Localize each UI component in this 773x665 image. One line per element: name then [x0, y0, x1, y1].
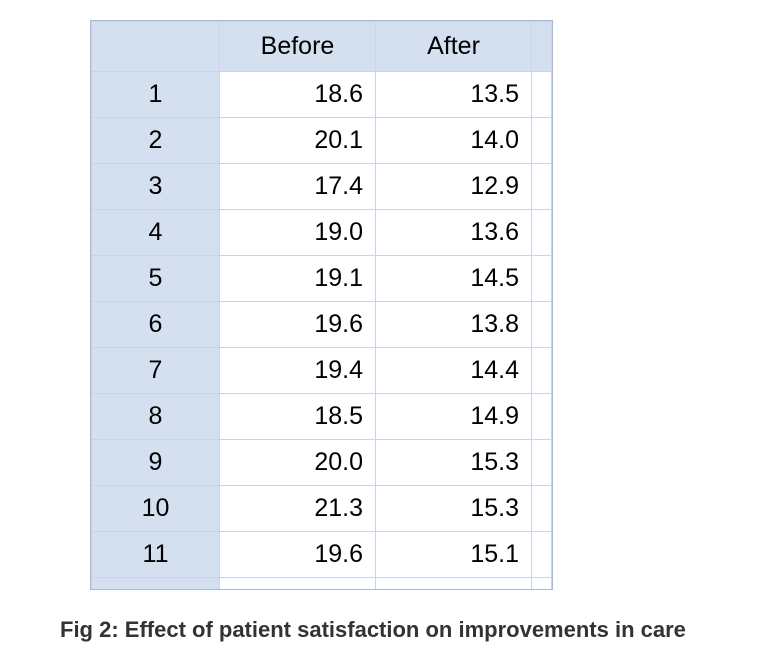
table-row: 3 17.4 12.9: [92, 164, 552, 210]
table-row: 5 19.1 14.5: [92, 256, 552, 302]
cell-after: 13.8: [376, 302, 532, 348]
data-table: Before After 1 18.6 13.5 2 20.1 14.0 3 1…: [91, 21, 552, 590]
row-index: 10: [92, 486, 220, 532]
data-table-container: Before After 1 18.6 13.5 2 20.1 14.0 3 1…: [90, 20, 553, 590]
table-row: 1 18.6 13.5: [92, 72, 552, 118]
cell-before: 19.4: [220, 348, 376, 394]
row-index: 9: [92, 440, 220, 486]
cell-before: 17.4: [220, 164, 376, 210]
figure-caption: Fig 2: Effect of patient satisfaction on…: [60, 617, 686, 643]
cell-after: 14.4: [376, 348, 532, 394]
row-index: 4: [92, 210, 220, 256]
row-index: 6: [92, 302, 220, 348]
header-before: Before: [220, 22, 376, 72]
cell-before: 18.5: [220, 394, 376, 440]
table-row: 10 21.3 15.3: [92, 486, 552, 532]
cell-extra: [532, 210, 552, 256]
table-row: [92, 578, 552, 591]
row-index: 2: [92, 118, 220, 164]
table-row: 4 19.0 13.6: [92, 210, 552, 256]
cell-after: 14.0: [376, 118, 532, 164]
cell-before: 20.1: [220, 118, 376, 164]
row-index: 1: [92, 72, 220, 118]
cell-before: 19.6: [220, 532, 376, 578]
cell-extra: [532, 440, 552, 486]
row-index: 7: [92, 348, 220, 394]
cell-before: 18.6: [220, 72, 376, 118]
cell-after: 13.6: [376, 210, 532, 256]
cell-before: 20.0: [220, 440, 376, 486]
cell-extra: [532, 256, 552, 302]
cell-extra: [532, 532, 552, 578]
table-row: 11 19.6 15.1: [92, 532, 552, 578]
table-body: 1 18.6 13.5 2 20.1 14.0 3 17.4 12.9 4 19…: [92, 72, 552, 591]
header-extra: [532, 22, 552, 72]
cell-after: 13.5: [376, 72, 532, 118]
row-index: 3: [92, 164, 220, 210]
cell-before: 19.0: [220, 210, 376, 256]
table-row: 8 18.5 14.9: [92, 394, 552, 440]
cell-extra: [532, 348, 552, 394]
cell-extra: [532, 72, 552, 118]
header-empty: [92, 22, 220, 72]
cell-before: 21.3: [220, 486, 376, 532]
cell-extra: [532, 302, 552, 348]
row-index: 11: [92, 532, 220, 578]
row-index: [92, 578, 220, 591]
table-row: 9 20.0 15.3: [92, 440, 552, 486]
table-row: 6 19.6 13.8: [92, 302, 552, 348]
cell-after: 15.1: [376, 532, 532, 578]
header-after: After: [376, 22, 532, 72]
cell-after: [376, 578, 532, 591]
row-index: 8: [92, 394, 220, 440]
cell-after: 15.3: [376, 440, 532, 486]
row-index: 5: [92, 256, 220, 302]
cell-extra: [532, 486, 552, 532]
cell-extra: [532, 118, 552, 164]
cell-after: 15.3: [376, 486, 532, 532]
cell-after: 12.9: [376, 164, 532, 210]
table-row: 7 19.4 14.4: [92, 348, 552, 394]
cell-before: [220, 578, 376, 591]
cell-after: 14.9: [376, 394, 532, 440]
cell-extra: [532, 164, 552, 210]
cell-before: 19.6: [220, 302, 376, 348]
table-header-row: Before After: [92, 22, 552, 72]
table-row: 2 20.1 14.0: [92, 118, 552, 164]
cell-after: 14.5: [376, 256, 532, 302]
cell-extra: [532, 578, 552, 591]
cell-before: 19.1: [220, 256, 376, 302]
cell-extra: [532, 394, 552, 440]
